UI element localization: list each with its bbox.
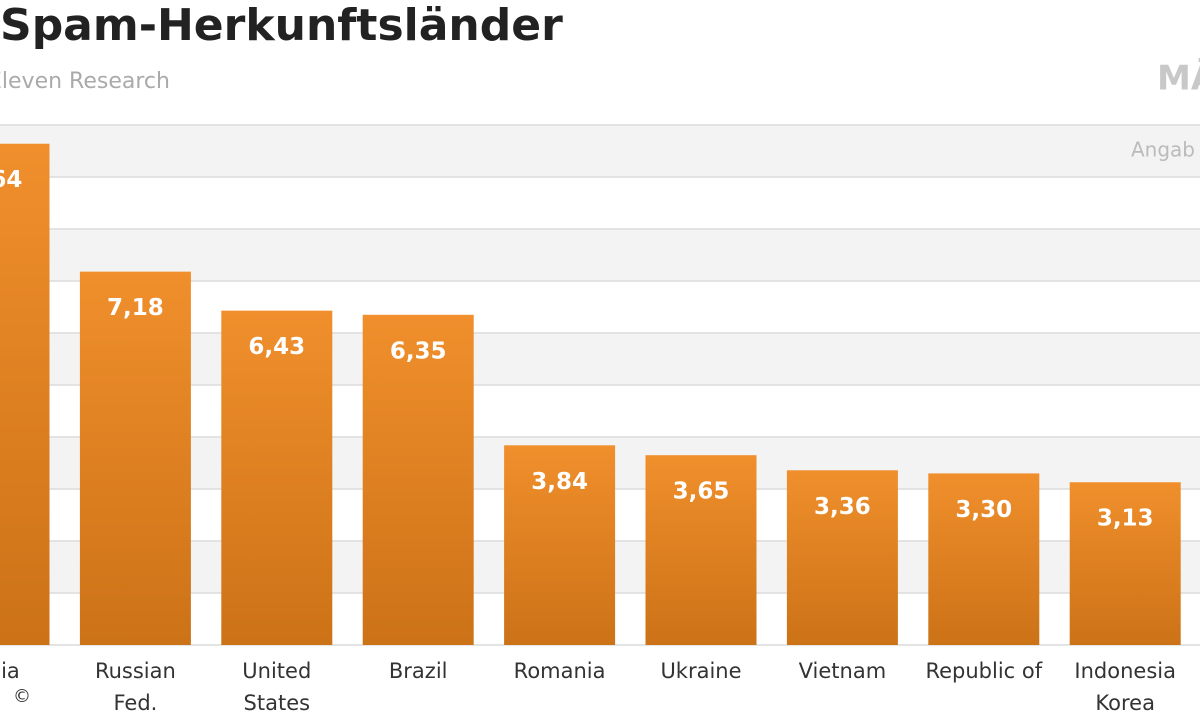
x-tick-label: Republic of xyxy=(925,659,1042,683)
x-tick-label: Brazil xyxy=(389,659,448,683)
grid xyxy=(0,124,1200,646)
bar xyxy=(1069,482,1181,645)
x-tick-label: Ukraine xyxy=(660,659,741,683)
value-label: 3,65 xyxy=(673,479,730,505)
bar xyxy=(645,455,757,645)
unit-note: Angab xyxy=(1131,138,1195,162)
x-tick-label: Russian xyxy=(95,659,176,683)
x-tick-label: Romania xyxy=(514,659,606,683)
x-tick-label: Indonesia xyxy=(1074,659,1176,683)
value-label: 6,35 xyxy=(390,338,447,364)
value-label: 3,30 xyxy=(955,497,1012,523)
value-label: 7,18 xyxy=(107,295,164,321)
subtitle: Eleven Research xyxy=(0,69,170,94)
bar xyxy=(0,143,50,645)
grid-band xyxy=(0,125,1200,177)
x-tick-label: Korea xyxy=(1095,691,1155,715)
bar xyxy=(504,445,616,645)
x-tick-label: India xyxy=(0,659,20,683)
bar xyxy=(362,314,474,645)
value-label: 9,64 xyxy=(0,167,22,193)
value-label: 3,84 xyxy=(531,469,588,495)
x-tick-label: Vietnam xyxy=(799,659,887,683)
x-tick-label: United xyxy=(242,659,311,683)
bar xyxy=(786,470,898,645)
x-tick-label: States xyxy=(244,691,311,715)
bars: 9,64 India 7,18 Russian Fed. 6,43 United States… xyxy=(0,143,1181,715)
corner-label: MÄ xyxy=(1157,58,1200,99)
copyright: © xyxy=(13,686,31,707)
chart-title: Spam-Herkunftsländer xyxy=(0,0,563,51)
grid-band xyxy=(0,333,1200,385)
bar xyxy=(221,310,333,645)
value-label: 6,43 xyxy=(248,334,305,360)
value-label: 3,36 xyxy=(814,494,871,520)
value-label: 3,13 xyxy=(1097,506,1154,532)
grid-band xyxy=(0,229,1200,281)
bar xyxy=(79,271,191,645)
x-tick-label: Fed. xyxy=(113,691,157,715)
bar xyxy=(928,473,1040,645)
